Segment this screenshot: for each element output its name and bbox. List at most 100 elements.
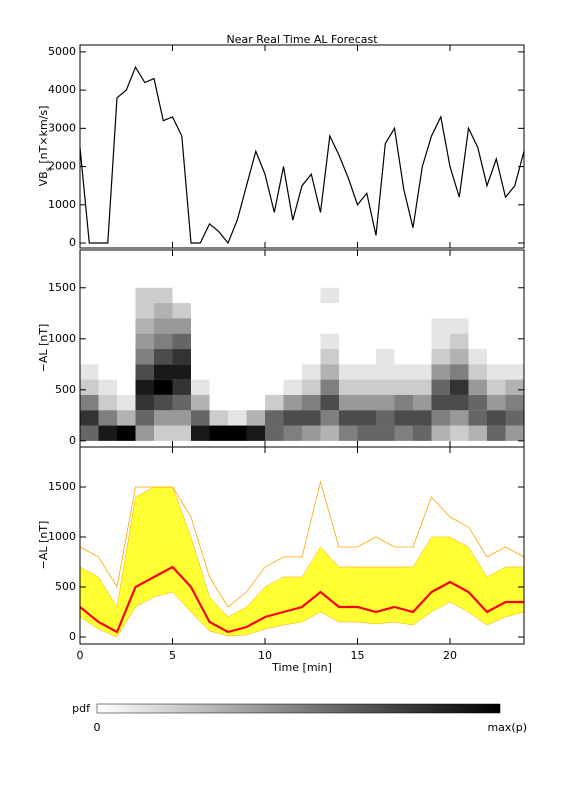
heat-cell xyxy=(505,379,524,395)
heat-cell xyxy=(154,394,173,411)
heat-cell xyxy=(209,410,228,426)
heat-cell xyxy=(172,364,191,380)
heat-cell xyxy=(154,303,173,319)
y-tick-label: 1000 xyxy=(48,332,76,345)
heat-cell xyxy=(339,394,358,411)
heat-cell xyxy=(505,364,524,380)
heat-cell xyxy=(468,379,487,395)
heat-cell xyxy=(172,303,191,319)
plot-frame xyxy=(79,446,525,645)
heat-cell xyxy=(283,410,302,426)
heat-cell xyxy=(154,287,173,304)
heat-cell xyxy=(468,410,487,426)
y-tick-label: 2000 xyxy=(48,160,76,173)
y-tick-label: 4000 xyxy=(48,83,76,96)
y-label-main: VB xyxy=(37,171,50,186)
heat-cell xyxy=(98,394,117,411)
heat-cell xyxy=(117,410,136,426)
heat-cell xyxy=(431,394,450,411)
heat-cell xyxy=(320,410,339,426)
y-tick-label: 500 xyxy=(55,383,76,396)
heat-cell xyxy=(450,349,469,365)
heat-cell xyxy=(320,425,339,441)
heat-cell xyxy=(450,425,469,441)
heat-cell xyxy=(468,349,487,365)
heat-cell xyxy=(191,410,210,426)
y-tick-label: 1000 xyxy=(48,198,76,211)
plot-area xyxy=(80,480,524,638)
heat-cell xyxy=(265,394,284,411)
heat-cell xyxy=(135,333,154,350)
plot-area xyxy=(80,65,524,245)
y-tick-label: 5000 xyxy=(48,45,76,58)
heat-cell xyxy=(172,318,191,334)
heat-cell xyxy=(117,394,136,411)
heat-cell xyxy=(191,379,210,395)
x-axis-label: Time [min] xyxy=(271,661,332,674)
heat-cell xyxy=(431,364,450,380)
heat-cell xyxy=(505,394,524,411)
y-axis-label: −AL [nT] xyxy=(37,521,50,570)
band-area xyxy=(80,486,524,638)
heat-cell xyxy=(376,379,395,395)
heat-cell xyxy=(357,379,376,395)
heat-cell xyxy=(283,379,302,395)
heat-cell xyxy=(135,303,154,319)
heat-cell xyxy=(154,318,173,334)
y-tick-label: 0 xyxy=(69,236,76,249)
heat-cell xyxy=(450,318,469,334)
heat-cell xyxy=(98,410,117,426)
y-label-sub: s xyxy=(44,167,53,171)
heat-cell xyxy=(265,410,284,426)
x-tick-label: 20 xyxy=(443,649,457,662)
heat-cell xyxy=(431,425,450,441)
heat-cell xyxy=(339,379,358,395)
heat-cell xyxy=(135,394,154,411)
heat-cell xyxy=(302,394,321,411)
plot-frame xyxy=(79,44,525,249)
heat-cell xyxy=(505,425,524,441)
heat-cell xyxy=(80,394,99,411)
y-tick-label: 1000 xyxy=(48,530,76,543)
heat-cell xyxy=(468,364,487,380)
heat-cell xyxy=(431,318,450,334)
heat-cell xyxy=(450,410,469,426)
heat-cell xyxy=(135,318,154,334)
heat-cell xyxy=(376,425,395,441)
heat-cell xyxy=(413,425,432,441)
heat-cell xyxy=(172,379,191,395)
colorbar xyxy=(96,703,501,714)
y-tick-label: 0 xyxy=(69,434,76,447)
heat-cell xyxy=(413,394,432,411)
heat-cell xyxy=(376,349,395,365)
heat-cell xyxy=(487,364,506,380)
heat-cell xyxy=(487,425,506,441)
heat-cell xyxy=(357,410,376,426)
heat-cell xyxy=(80,364,99,380)
heat-cell xyxy=(505,410,524,426)
heat-cell xyxy=(228,410,247,426)
y-axis-label: −AL [nT] xyxy=(37,324,50,373)
heat-cell xyxy=(154,349,173,365)
heat-cell xyxy=(154,364,173,380)
heat-cell xyxy=(320,364,339,380)
plot-area xyxy=(80,287,524,441)
heat-cell xyxy=(302,425,321,441)
heat-cell xyxy=(487,410,506,426)
chart-title: Near Real Time AL Forecast xyxy=(226,33,378,46)
heat-cell xyxy=(154,379,173,395)
heat-cell xyxy=(468,394,487,411)
heat-cell xyxy=(320,333,339,350)
heat-cell xyxy=(172,349,191,365)
heat-cell xyxy=(172,394,191,411)
y-tick-label: 3000 xyxy=(48,121,76,134)
data-line xyxy=(80,65,524,245)
heat-cell xyxy=(209,425,228,441)
colorbar-label: pdf xyxy=(72,702,91,715)
heat-cell xyxy=(376,364,395,380)
heat-cell xyxy=(246,410,265,426)
heat-cell xyxy=(172,425,191,441)
heat-cell xyxy=(154,333,173,350)
heat-cell xyxy=(431,410,450,426)
heat-cell xyxy=(450,379,469,395)
